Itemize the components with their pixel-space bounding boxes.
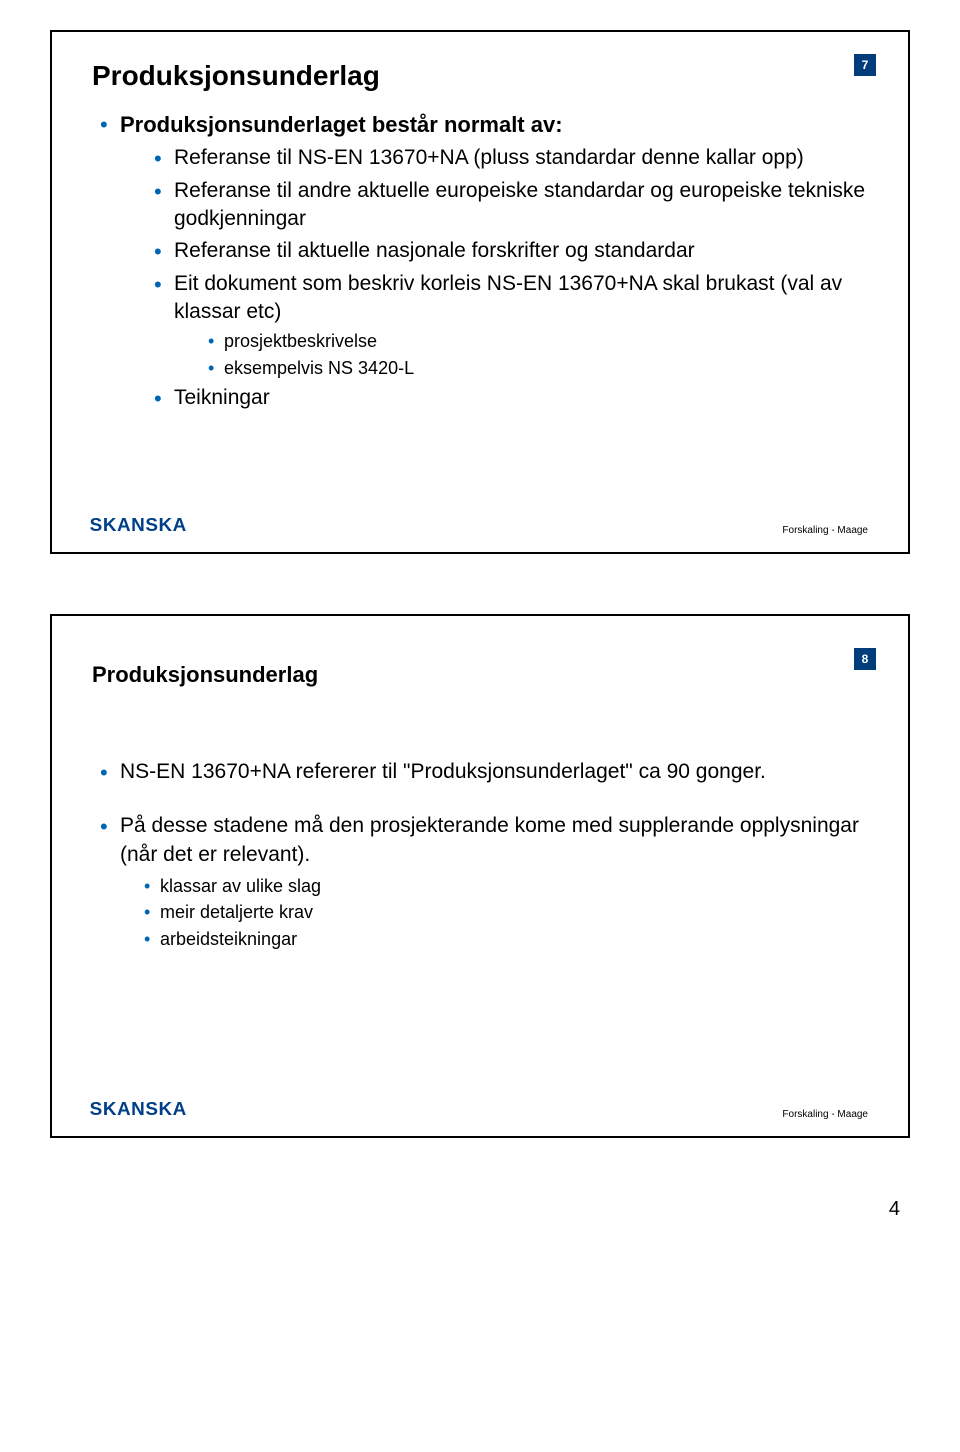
skanska-logo: SKANSKA [90, 1099, 187, 1120]
list-item: NS-EN 13670+NA refererer til "Produksjon… [100, 758, 868, 786]
list-item: arbeidsteikningar [144, 928, 868, 951]
page-badge-7: 7 [854, 54, 876, 76]
slide-7-footer: SKANSKA Forskaling - Maage [92, 515, 868, 536]
list-item: Referanse til NS-EN 13670+NA (pluss stan… [154, 144, 868, 172]
slide-7-top-list: Produksjonsunderlaget består normalt av:… [92, 110, 868, 413]
slide-7-subhead: Produksjonsunderlaget består normalt av: [120, 112, 563, 137]
list-item: Teikningar [154, 384, 868, 412]
list-item: På desse stadene må den prosjekterande k… [100, 812, 868, 951]
list-text: Eit dokument som beskriv korleis NS-EN 1… [174, 272, 842, 323]
slide-8-footer: SKANSKA Forskaling - Maage [92, 1099, 868, 1120]
slide-8-body: 8 Produksjonsunderlag NS-EN 13670+NA ref… [52, 616, 908, 1136]
list-text: Teikningar [174, 386, 270, 409]
list-text: arbeidsteikningar [160, 929, 297, 949]
skanska-logo: SKANSKA [90, 515, 187, 536]
list-text: Referanse til NS-EN 13670+NA (pluss stan… [174, 146, 804, 169]
list-item: Referanse til andre aktuelle europeiske … [154, 177, 868, 234]
list-text: Referanse til andre aktuelle europeiske … [174, 179, 865, 230]
slide-7-body: 7 Produksjonsunderlag Produksjonsunderla… [52, 32, 908, 552]
list-text: meir detaljerte krav [160, 902, 313, 922]
footnote: Forskaling - Maage [782, 1109, 868, 1120]
list-text: NS-EN 13670+NA refererer til "Produksjon… [120, 760, 766, 783]
slide-7: 7 Produksjonsunderlag Produksjonsunderla… [50, 30, 910, 554]
footnote: Forskaling - Maage [782, 525, 868, 536]
list-item: meir detaljerte krav [144, 901, 868, 924]
list-text: prosjektbeskrivelse [224, 331, 377, 351]
list-text: klassar av ulike slag [160, 876, 321, 896]
list-item: eksempelvis NS 3420-L [208, 357, 868, 380]
subhead-bullet: Produksjonsunderlaget består normalt av:… [100, 110, 868, 413]
page-badge-8: 8 [854, 648, 876, 670]
slide-8-subitems: klassar av ulike slag meir detaljerte kr… [120, 875, 868, 951]
list-item: Eit dokument som beskriv korleis NS-EN 1… [154, 270, 868, 380]
list-item: prosjektbeskrivelse [208, 330, 868, 353]
outer-page-number: 4 [0, 1198, 900, 1221]
slide-7-subitems: prosjektbeskrivelse eksempelvis NS 3420-… [174, 330, 868, 380]
slide-8: 8 Produksjonsunderlag NS-EN 13670+NA ref… [50, 614, 910, 1138]
list-text: På desse stadene må den prosjekterande k… [120, 814, 859, 865]
slide-8-items: NS-EN 13670+NA refererer til "Produksjon… [92, 758, 868, 951]
slide-7-items: Referanse til NS-EN 13670+NA (pluss stan… [120, 144, 868, 412]
list-item: Referanse til aktuelle nasjonale forskri… [154, 237, 868, 265]
list-text: Referanse til aktuelle nasjonale forskri… [174, 239, 695, 262]
slide-7-title: Produksjonsunderlag [92, 60, 868, 92]
list-item: klassar av ulike slag [144, 875, 868, 898]
list-text: eksempelvis NS 3420-L [224, 358, 414, 378]
slide-8-title: Produksjonsunderlag [92, 662, 868, 688]
